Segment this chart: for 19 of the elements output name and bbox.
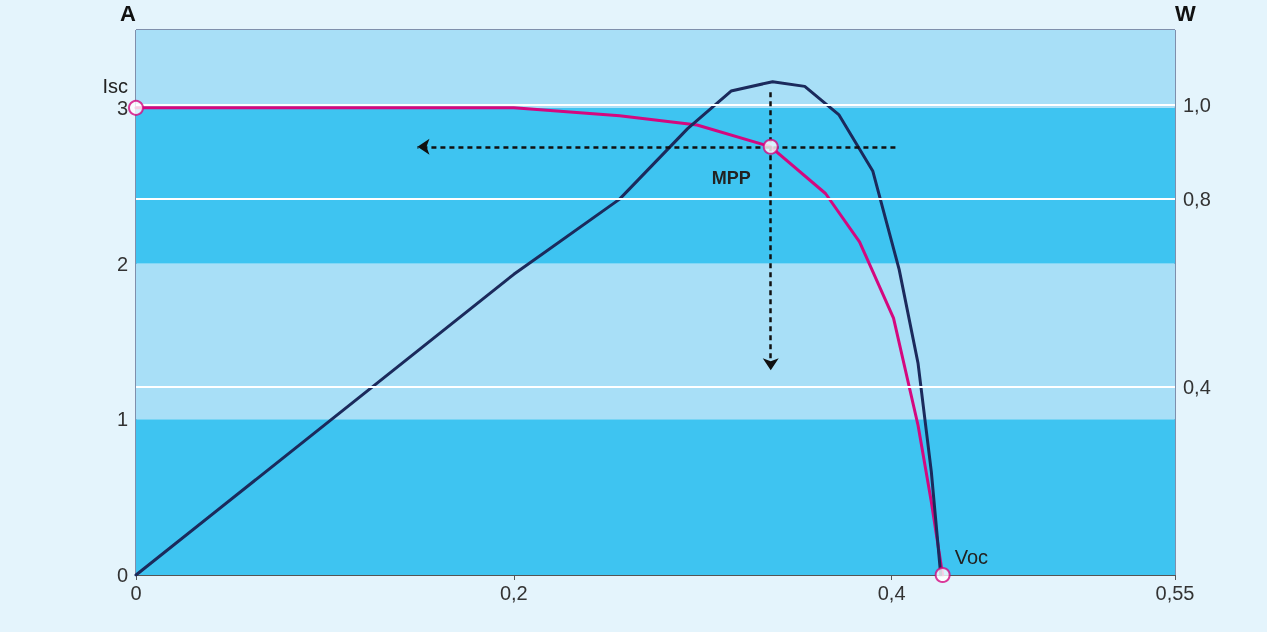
y-axis-title: A [120,0,137,26]
y-tick-label: 1 [116,408,128,431]
x-tick-label: 0,55 [1155,582,1195,604]
annotation: Isc [102,74,128,97]
y-tick-label: 2 [116,252,128,275]
point [934,567,951,583]
y2-tick-label: 1,0 [1183,94,1211,117]
y-tick-label: 3 [116,96,128,119]
y-tick-label: 0 [116,564,128,586]
annotation: Voc [954,546,988,568]
x-tick-label: 0,2 [499,582,528,604]
x-tick-label: 0,4 [877,582,906,604]
x-tick-label: 0 [130,582,142,604]
y2-tick-label: 0,4 [1183,376,1211,399]
point [128,99,144,116]
annotation: MPP [711,167,751,188]
y2-axis-title: W [1175,0,1196,26]
point [762,138,779,155]
y2-tick-label: 0,8 [1183,188,1211,211]
